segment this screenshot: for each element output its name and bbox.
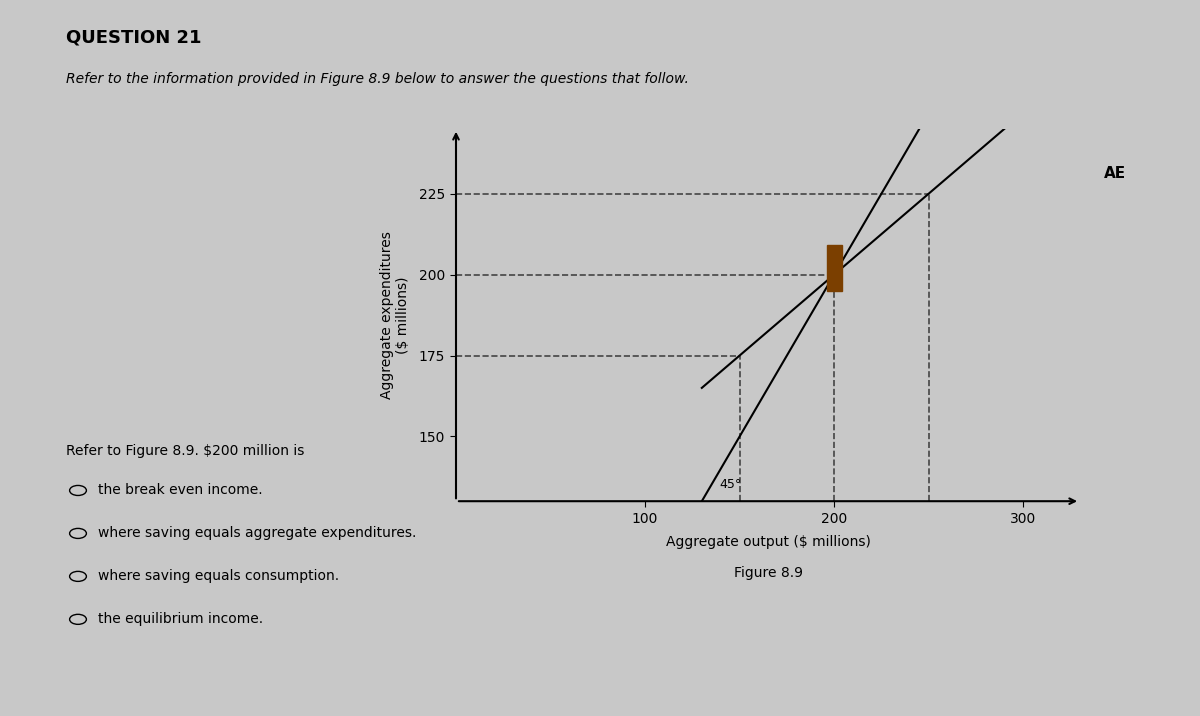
Text: Refer to Figure 8.9. $200 million is: Refer to Figure 8.9. $200 million is — [66, 444, 305, 458]
Text: 45°: 45° — [719, 478, 742, 491]
Text: where saving equals consumption.: where saving equals consumption. — [98, 569, 340, 584]
Text: AE: AE — [1104, 166, 1126, 181]
Text: QUESTION 21: QUESTION 21 — [66, 29, 202, 47]
Y-axis label: Aggregate expenditures
($ millions): Aggregate expenditures ($ millions) — [380, 231, 410, 399]
Text: where saving equals aggregate expenditures.: where saving equals aggregate expenditur… — [98, 526, 416, 541]
Text: Refer to the information provided in Figure 8.9 below to answer the questions th: Refer to the information provided in Fig… — [66, 72, 689, 86]
X-axis label: Aggregate output ($ millions): Aggregate output ($ millions) — [666, 535, 870, 548]
Bar — [827, 246, 841, 291]
Text: Figure 8.9: Figure 8.9 — [733, 566, 803, 580]
Text: the break even income.: the break even income. — [98, 483, 263, 498]
Text: the equilibrium income.: the equilibrium income. — [98, 612, 264, 626]
